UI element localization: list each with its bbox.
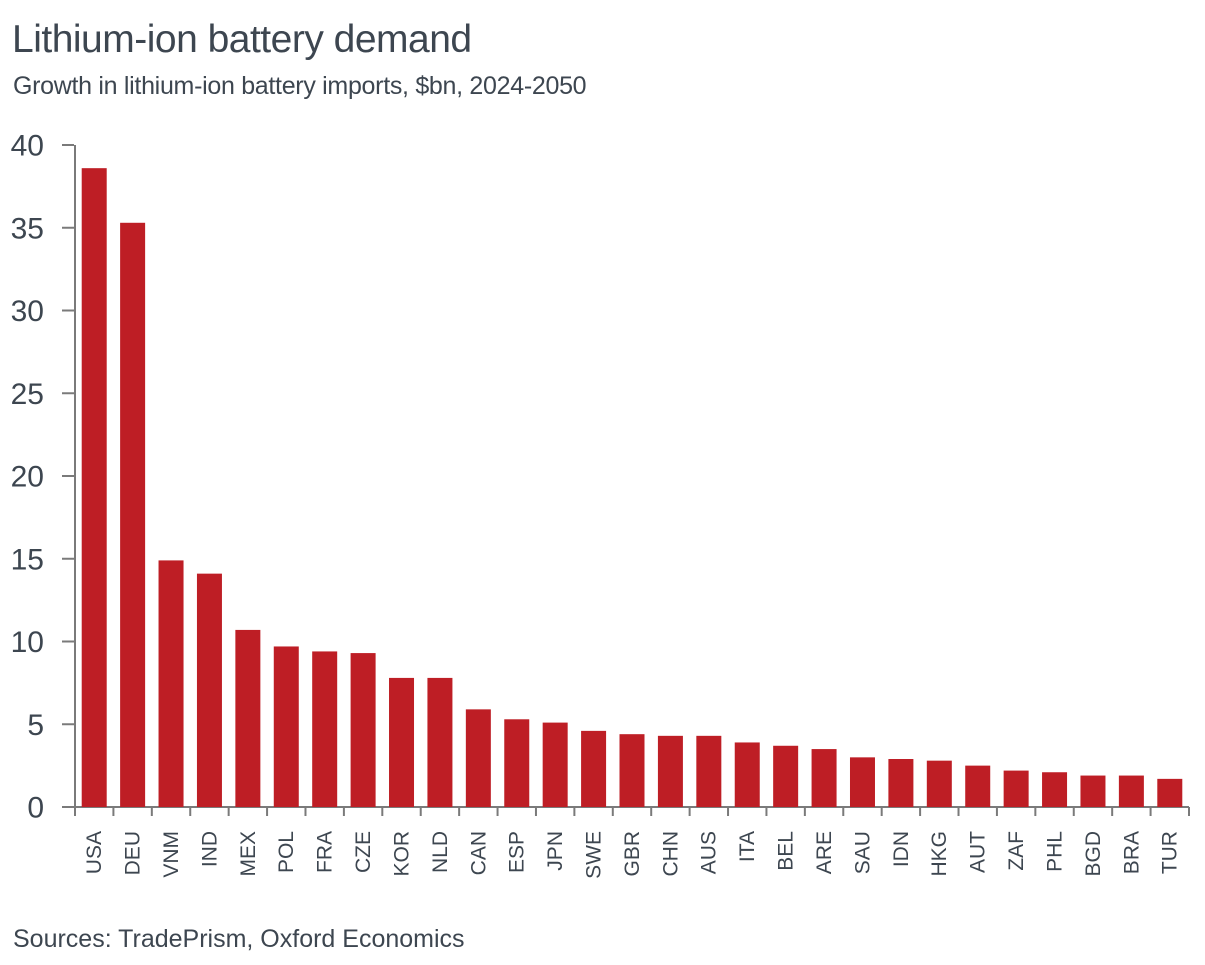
- y-tick-label-30: 30: [11, 295, 44, 328]
- bar-VNM: [158, 560, 184, 807]
- x-tick-label-MEX: MEX: [237, 831, 260, 877]
- bar-BGD: [1080, 775, 1106, 807]
- x-tick-label-ARE: ARE: [813, 831, 836, 874]
- bar-AUT: [965, 765, 991, 807]
- x-tick-label-ITA: ITA: [736, 831, 759, 862]
- y-tick-label-5: 5: [27, 709, 44, 742]
- x-tick-label-HKG: HKG: [928, 831, 951, 877]
- bar-CAN: [465, 709, 491, 807]
- x-tick-label-JPN: JPN: [544, 831, 567, 871]
- x-tick-label-IND: IND: [198, 831, 221, 867]
- bar-CZE: [350, 653, 376, 807]
- x-tick-label-IDN: IDN: [890, 831, 913, 867]
- x-tick-label-FRA: FRA: [314, 831, 337, 873]
- x-tick-label-BGD: BGD: [1082, 831, 1105, 877]
- y-tick-label-20: 20: [11, 461, 44, 494]
- bar-POL: [273, 646, 299, 807]
- bar-CHN: [657, 735, 683, 807]
- y-tick-label-25: 25: [11, 378, 44, 411]
- x-tick-label-DEU: DEU: [122, 831, 145, 875]
- y-tick-label-15: 15: [11, 543, 44, 576]
- source-note: Sources: TradePrism, Oxford Economics: [13, 925, 465, 953]
- bar-DEU: [120, 222, 146, 807]
- x-tick-label-BRA: BRA: [1120, 831, 1143, 874]
- x-tick-label-CZE: CZE: [352, 831, 375, 873]
- bar-NLD: [427, 677, 453, 807]
- x-tick-label-POL: POL: [275, 831, 298, 873]
- bar-JPN: [542, 722, 568, 807]
- bar-MEX: [235, 629, 261, 807]
- y-tick-label-35: 35: [11, 212, 44, 245]
- bar-SAU: [849, 757, 875, 807]
- y-tick-label-40: 40: [11, 130, 44, 163]
- x-tick-label-GBR: GBR: [621, 831, 644, 877]
- chart-subtitle: Growth in lithium-ion battery imports, $…: [13, 72, 587, 100]
- chart-title: Lithium-ion battery demand: [12, 18, 472, 61]
- bar-BRA: [1118, 775, 1144, 807]
- bar-HKG: [926, 760, 952, 807]
- y-tick-label-0: 0: [27, 792, 44, 825]
- x-tick-label-PHL: PHL: [1043, 831, 1066, 872]
- bar-USA: [81, 168, 107, 808]
- bar-TUR: [1157, 778, 1183, 807]
- bar-ESP: [504, 719, 530, 807]
- x-tick-label-NLD: NLD: [429, 831, 452, 873]
- x-tick-label-USA: USA: [83, 831, 106, 874]
- bar-chart: 0 5 10 15 20 25 30 35 40 USA DEU VNM IND MEX POL FRA CZE…: [11, 130, 1190, 879]
- bar-AUS: [696, 735, 722, 807]
- bar-PHL: [1042, 772, 1068, 807]
- x-tick-label-CAN: CAN: [467, 831, 490, 875]
- bar-ARE: [811, 749, 837, 807]
- bar-BEL: [773, 745, 799, 807]
- x-tick-label-SAU: SAU: [851, 831, 874, 874]
- x-tick-label-ZAF: ZAF: [1005, 831, 1028, 871]
- x-tick-label-AUT: AUT: [967, 831, 990, 873]
- bar-GBR: [619, 734, 645, 807]
- bar-IDN: [888, 759, 914, 807]
- x-tick-label-VNM: VNM: [160, 831, 183, 878]
- x-tick-label-CHN: CHN: [659, 831, 682, 877]
- bar-ZAF: [1003, 770, 1029, 807]
- bar-IND: [196, 573, 222, 807]
- x-tick-label-BEL: BEL: [775, 831, 798, 871]
- x-tick-label-KOR: KOR: [390, 831, 413, 877]
- bar-SWE: [581, 730, 607, 807]
- x-tick-label-SWE: SWE: [583, 831, 606, 879]
- x-tick-label-ESP: ESP: [506, 831, 529, 873]
- bar-KOR: [389, 677, 415, 807]
- bar-ITA: [734, 742, 760, 807]
- y-tick-label-10: 10: [11, 626, 44, 659]
- bar-FRA: [312, 651, 338, 807]
- x-tick-label-TUR: TUR: [1159, 831, 1182, 874]
- x-tick-label-AUS: AUS: [698, 831, 721, 874]
